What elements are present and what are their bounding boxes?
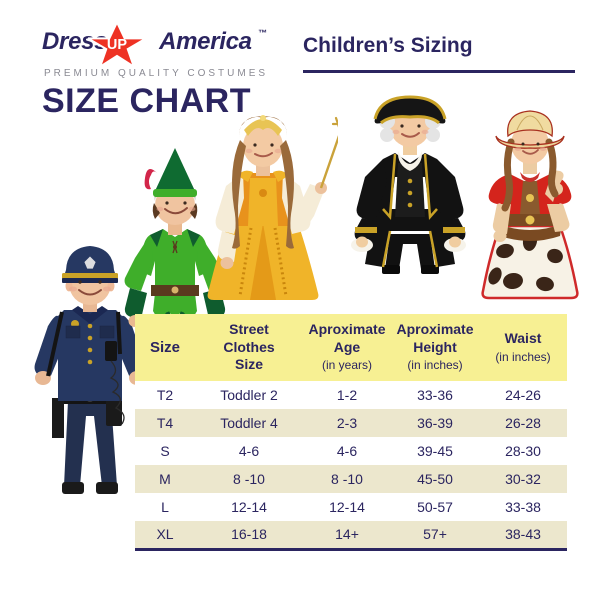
svg-text:UP: UP [107, 37, 127, 53]
